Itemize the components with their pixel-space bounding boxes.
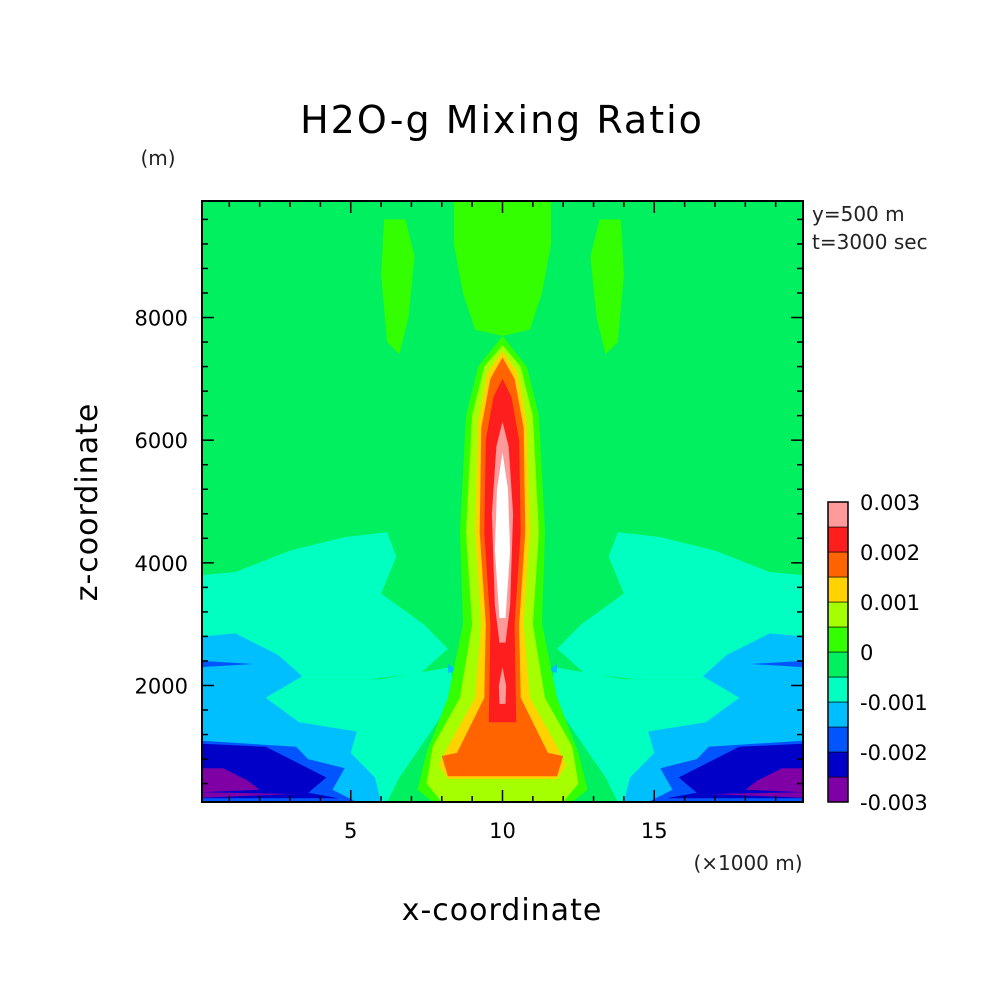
colorbar-swatch [827, 776, 849, 803]
x-tick-label: 5 [344, 819, 357, 843]
colorbar-label: 0.003 [860, 491, 920, 515]
plume-lower-core [498, 667, 507, 704]
colorbar-label: -0.002 [860, 741, 928, 765]
x-axis-label: x-coordinate [402, 893, 603, 928]
y-axis-label: z-coordinate [70, 403, 105, 602]
upper-lobe-left [381, 219, 415, 355]
deficit-purple-left [202, 768, 260, 793]
contour-field [202, 201, 803, 802]
y-tick-label: 2000 [135, 674, 188, 698]
dry-layer-upper-left [202, 532, 448, 680]
colorbar-swatch [827, 501, 849, 528]
y-tick-label: 6000 [135, 429, 188, 453]
plume-peak [494, 452, 511, 618]
x-units-label: (×1000 m) [693, 851, 802, 875]
colorbar-swatch [827, 651, 849, 678]
thin-streak-right [751, 660, 803, 668]
upper-lobe-right [590, 219, 624, 355]
colorbar: 0.003 0.002 0.001 0 -0.001 -0.002 -0.003 [827, 491, 928, 815]
colorbar-swatch [827, 751, 849, 778]
colorbar-swatch [827, 726, 849, 753]
colorbar-swatch [827, 676, 849, 703]
colorbar-label: 0.001 [860, 591, 920, 615]
colorbar-swatch [827, 626, 849, 653]
colorbar-swatch [827, 701, 849, 728]
colorbar-frame [827, 501, 849, 803]
y-tick-label: 4000 [135, 552, 188, 576]
axis-ticks: 5 10 15 2000 4000 6000 8000 [135, 201, 803, 843]
deficit-purple-streak-left [202, 792, 297, 798]
colorbar-label: 0.002 [860, 541, 920, 565]
small-lobe-right [548, 664, 558, 674]
y-units-label: (m) [140, 146, 175, 170]
colorbar-label: 0 [860, 641, 873, 665]
x-tick-label: 15 [641, 819, 668, 843]
dry-layer-upper-right [557, 532, 803, 680]
chart-title: H2O-g Mixing Ratio [300, 98, 704, 142]
y-tick-label: 8000 [135, 307, 188, 331]
x-tick-label: 10 [489, 819, 516, 843]
colorbar-label: -0.003 [860, 791, 928, 815]
small-lobe-left [447, 664, 457, 674]
colorbar-label: -0.001 [860, 691, 928, 715]
colorbar-swatch [827, 526, 849, 553]
thin-streak-left [202, 660, 254, 668]
colorbar-swatch [827, 576, 849, 603]
upper-lobe-center [453, 201, 552, 336]
annotation-y: y=500 m [812, 202, 905, 226]
colorbar-swatch [827, 601, 849, 628]
annotation-time: t=3000 sec [812, 230, 928, 254]
deficit-purple-right [745, 768, 803, 793]
deficit-purple-streak-right [708, 792, 803, 798]
colorbar-swatch [827, 551, 849, 578]
